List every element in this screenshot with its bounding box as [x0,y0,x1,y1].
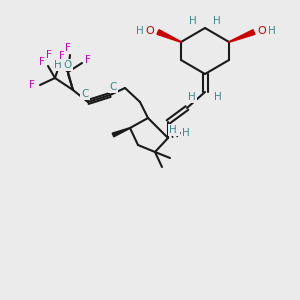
Text: H: H [189,16,197,26]
Text: H: H [182,128,190,138]
Polygon shape [229,30,255,42]
Polygon shape [112,128,130,137]
Text: O: O [64,60,72,70]
Text: C: C [109,82,117,92]
Text: H: H [188,92,196,102]
Text: H: H [268,26,276,36]
Text: H: H [213,16,221,26]
Text: O: O [146,26,154,36]
Text: F: F [59,51,65,61]
Polygon shape [157,30,181,42]
Text: H: H [136,26,144,36]
Text: O: O [258,26,266,36]
Text: F: F [29,80,35,90]
Text: C: C [81,89,89,99]
Text: H: H [214,92,222,102]
Text: F: F [85,55,91,65]
Text: H: H [54,60,62,70]
Text: H: H [169,125,177,135]
Text: F: F [65,43,71,53]
Text: F: F [39,57,45,67]
Text: F: F [46,50,52,60]
